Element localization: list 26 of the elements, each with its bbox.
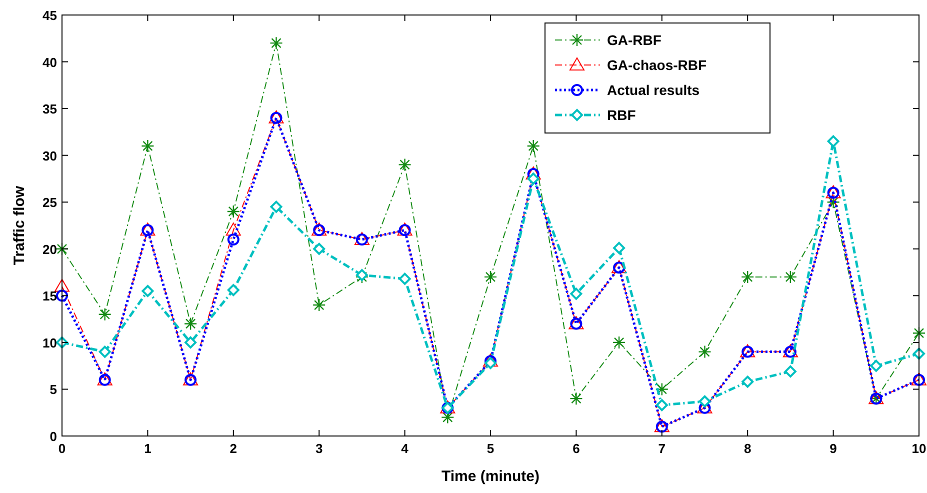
legend-label: GA-RBF (607, 32, 662, 48)
x-tick-label: 9 (830, 441, 837, 456)
x-tick-label: 2 (230, 441, 238, 456)
y-tick-label: 10 (42, 335, 57, 350)
x-tick-label: 10 (912, 441, 926, 456)
y-tick-label: 0 (50, 429, 57, 444)
y-tick-label: 25 (42, 195, 57, 210)
x-tick-label: 6 (572, 441, 580, 456)
legend-label: GA-chaos-RBF (607, 57, 708, 73)
y-tick-label: 5 (50, 382, 57, 398)
x-tick-label: 1 (144, 441, 152, 456)
y-tick-label: 35 (42, 102, 57, 117)
y-tick-label: 40 (42, 54, 57, 70)
x-tick-label: 3 (315, 441, 323, 456)
y-tick-label: 30 (42, 148, 57, 164)
legend-label: RBF (607, 107, 636, 123)
y-axis-title: Traffic flow (11, 186, 28, 266)
y-tick-label: 20 (42, 242, 57, 257)
x-tick-label: 8 (744, 441, 752, 456)
y-tick-label: 45 (42, 8, 57, 23)
x-tick-label: 4 (401, 441, 410, 456)
y-tick-label: 15 (42, 288, 57, 304)
x-tick-label: 7 (658, 441, 666, 456)
x-tick-label: 5 (486, 441, 494, 456)
x-axis-title: Time (minute) (441, 468, 540, 485)
legend-label: Actual results (607, 82, 700, 98)
